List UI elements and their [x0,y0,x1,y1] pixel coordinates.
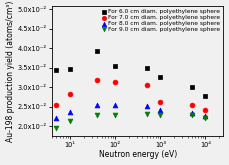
For 8.0 cm diam. polyethylene sphere [68,110,72,113]
For 9.0 cm diam. polyethylene sphere [145,112,149,115]
For 8.0 cm diam. polyethylene sphere [204,115,207,117]
For 6.0 cm diam. polyethylene sphere [145,67,149,69]
For 6.0 cm diam. polyethylene sphere [68,67,72,70]
For 9.0 cm diam. polyethylene sphere [68,120,72,123]
For 8.0 cm diam. polyethylene sphere [113,104,117,106]
For 9.0 cm diam. polyethylene sphere [190,114,194,117]
For 8.0 cm diam. polyethylene sphere [145,104,149,107]
For 6.0 cm diam. polyethylene sphere [113,65,117,67]
For 6.0 cm diam. polyethylene sphere [95,50,99,52]
Legend: For 6.0 cm diam. polyethylene sphere, For 7.0 cm diam. polyethylene sphere, For : For 6.0 cm diam. polyethylene sphere, Fo… [101,8,221,33]
For 7.0 cm diam. polyethylene sphere [145,83,149,86]
X-axis label: Neutron energy (eV): Neutron energy (eV) [99,150,177,159]
For 8.0 cm diam. polyethylene sphere [95,104,99,106]
For 7.0 cm diam. polyethylene sphere [158,101,162,103]
For 8.0 cm diam. polyethylene sphere [190,111,194,114]
For 9.0 cm diam. polyethylene sphere [95,114,99,117]
For 6.0 cm diam. polyethylene sphere [204,95,207,97]
For 9.0 cm diam. polyethylene sphere [158,113,162,116]
For 9.0 cm diam. polyethylene sphere [204,116,207,119]
For 7.0 cm diam. polyethylene sphere [95,79,99,82]
For 7.0 cm diam. polyethylene sphere [113,81,117,84]
For 7.0 cm diam. polyethylene sphere [55,104,58,106]
For 6.0 cm diam. polyethylene sphere [55,68,58,71]
For 6.0 cm diam. polyethylene sphere [190,86,194,89]
For 7.0 cm diam. polyethylene sphere [68,93,72,95]
For 6.0 cm diam. polyethylene sphere [158,76,162,78]
For 9.0 cm diam. polyethylene sphere [55,127,58,130]
For 7.0 cm diam. polyethylene sphere [190,104,194,106]
For 8.0 cm diam. polyethylene sphere [55,116,58,119]
For 7.0 cm diam. polyethylene sphere [204,108,207,111]
For 8.0 cm diam. polyethylene sphere [158,109,162,111]
For 9.0 cm diam. polyethylene sphere [113,113,117,116]
Y-axis label: Au-198 production yield (atoms/cm³): Au-198 production yield (atoms/cm³) [5,0,15,142]
